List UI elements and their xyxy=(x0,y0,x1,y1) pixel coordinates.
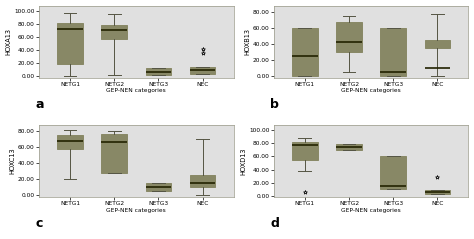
PathPatch shape xyxy=(336,144,362,150)
PathPatch shape xyxy=(292,142,318,160)
Y-axis label: HOXB13: HOXB13 xyxy=(244,28,250,55)
Y-axis label: HOXA13: HOXA13 xyxy=(6,28,11,55)
X-axis label: GEP-NEN categories: GEP-NEN categories xyxy=(341,88,401,93)
Y-axis label: HOXD13: HOXD13 xyxy=(240,147,246,175)
PathPatch shape xyxy=(101,134,127,173)
X-axis label: GEP-NEN categories: GEP-NEN categories xyxy=(106,208,166,212)
PathPatch shape xyxy=(101,25,127,39)
X-axis label: GEP-NEN categories: GEP-NEN categories xyxy=(106,88,166,93)
X-axis label: GEP-NEN categories: GEP-NEN categories xyxy=(341,208,401,212)
PathPatch shape xyxy=(57,22,83,65)
PathPatch shape xyxy=(336,22,362,52)
PathPatch shape xyxy=(381,28,406,76)
PathPatch shape xyxy=(381,157,406,189)
PathPatch shape xyxy=(425,40,450,48)
PathPatch shape xyxy=(146,183,171,191)
Text: d: d xyxy=(270,217,279,230)
Text: b: b xyxy=(270,98,279,111)
PathPatch shape xyxy=(425,190,450,194)
Y-axis label: HOXC13: HOXC13 xyxy=(9,148,15,174)
PathPatch shape xyxy=(57,135,83,149)
Text: c: c xyxy=(35,217,43,230)
PathPatch shape xyxy=(190,175,215,187)
Text: a: a xyxy=(35,98,44,111)
PathPatch shape xyxy=(146,68,171,75)
PathPatch shape xyxy=(292,28,318,76)
PathPatch shape xyxy=(190,67,215,74)
